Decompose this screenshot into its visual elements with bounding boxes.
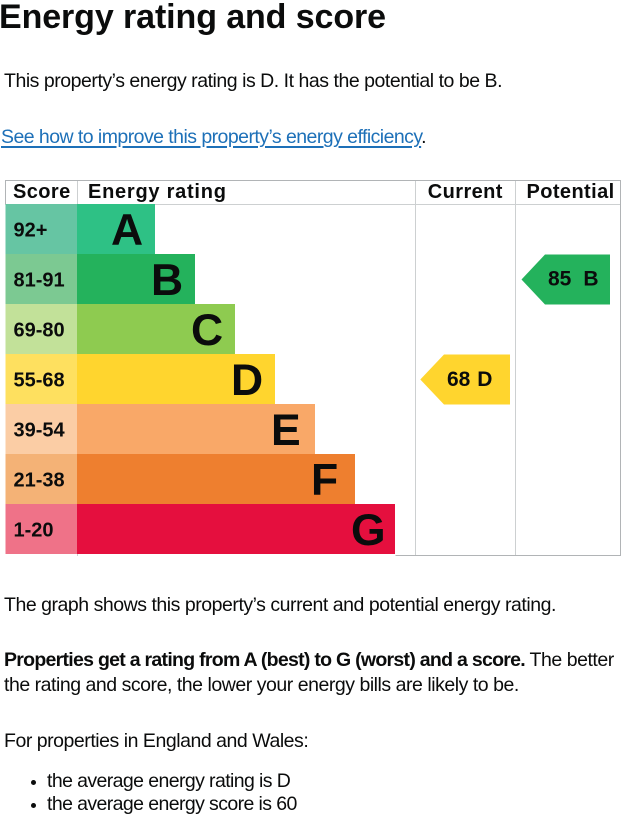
svg-text:F: F [311, 456, 338, 505]
svg-text:Score: Score [13, 181, 71, 203]
svg-text:92+: 92+ [14, 219, 48, 241]
svg-text:Potential: Potential [527, 181, 615, 203]
svg-text:A: A [111, 206, 143, 255]
svg-text:1-20: 1-20 [14, 519, 54, 541]
svg-text:21-38: 21-38 [14, 469, 65, 491]
svg-text:B: B [151, 256, 183, 305]
svg-text:G: G [351, 506, 386, 555]
svg-text:81-91: 81-91 [14, 269, 65, 291]
svg-text:69-80: 69-80 [14, 319, 65, 341]
svg-text:Current: Current [428, 181, 503, 203]
svg-text:68D: 68 D [447, 368, 492, 391]
svg-text:C: C [191, 306, 223, 355]
svg-text:D: D [231, 356, 263, 405]
svg-text:55-68: 55-68 [14, 369, 65, 391]
svg-text:E: E [271, 406, 301, 455]
svg-text:Energy rating: Energy rating [88, 181, 227, 203]
svg-text:39-54: 39-54 [14, 419, 66, 441]
